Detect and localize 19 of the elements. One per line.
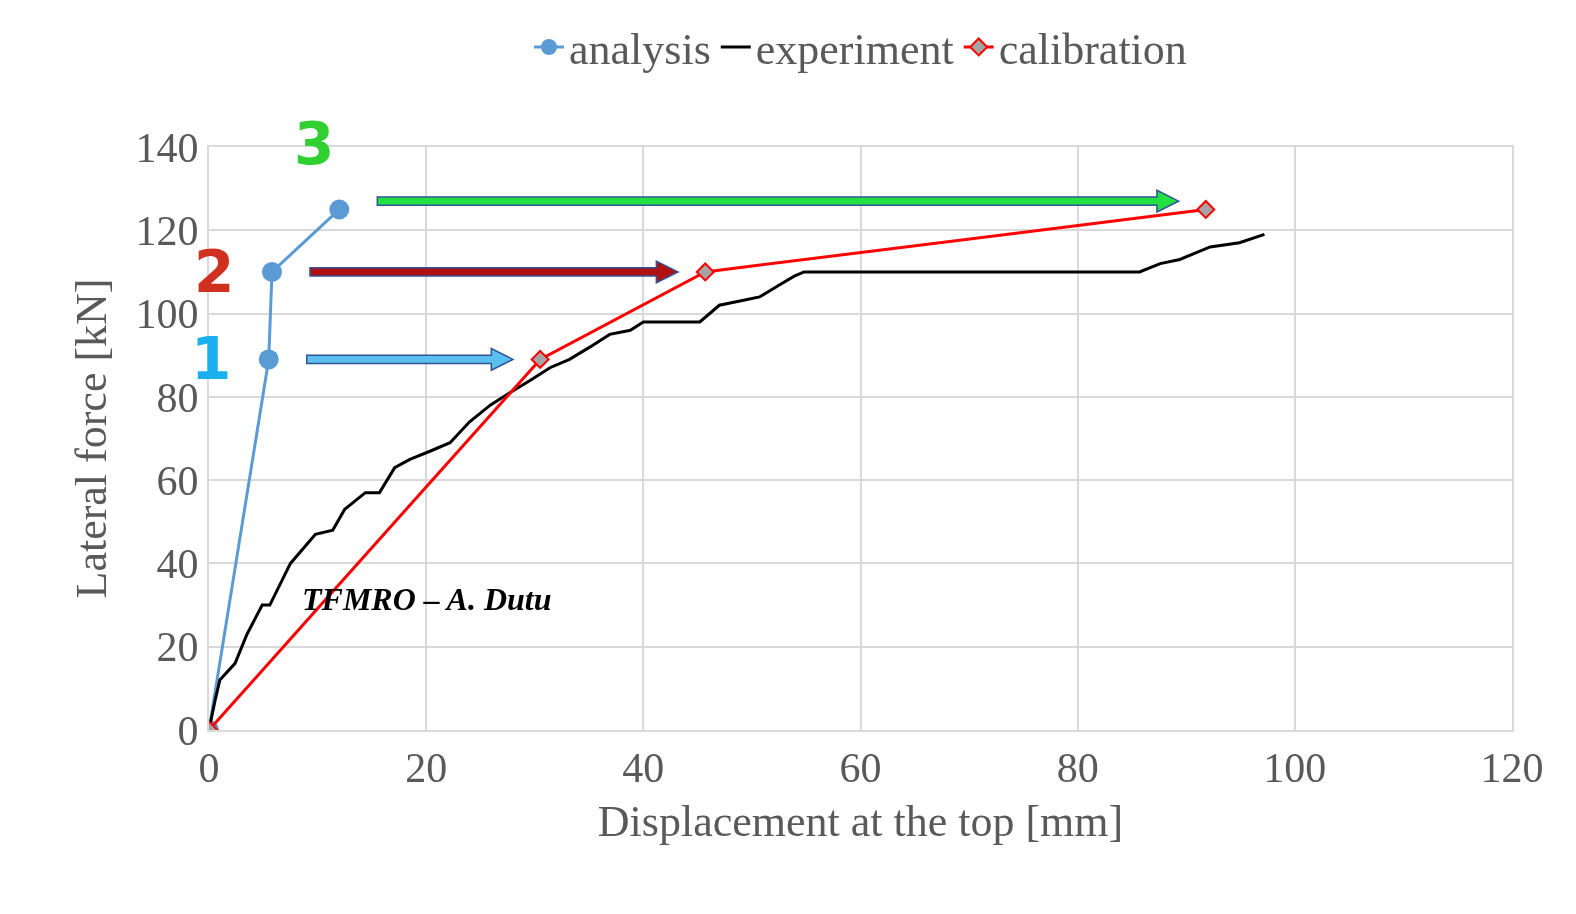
y-axis-title: Lateral force [kN] — [67, 278, 117, 599]
x-tick-label: 40 — [622, 745, 665, 792]
annotation: 3 — [294, 110, 335, 178]
legend-label: calibration — [998, 25, 1187, 75]
x-tick-label: 80 — [1056, 745, 1099, 792]
y-tick-label: 60 — [156, 457, 199, 504]
x-tick-label: 20 — [405, 745, 448, 792]
legend-label: experiment — [755, 25, 954, 75]
x-tick-label: 60 — [839, 745, 882, 792]
x-tick-label: 120 — [1480, 745, 1544, 792]
y-tick-label: 40 — [156, 541, 199, 588]
x-axis-title: Displacement at the top [mm] — [597, 797, 1124, 847]
y-tick-label: 0 — [177, 707, 199, 754]
legend-label: analysis — [569, 25, 711, 75]
y-tick-label: 100 — [135, 291, 199, 338]
y-tick-label: 140 — [135, 124, 199, 171]
y-tick-label: 120 — [135, 207, 199, 254]
x-tick-label: 100 — [1263, 745, 1327, 792]
y-tick-label: 20 — [156, 624, 199, 671]
